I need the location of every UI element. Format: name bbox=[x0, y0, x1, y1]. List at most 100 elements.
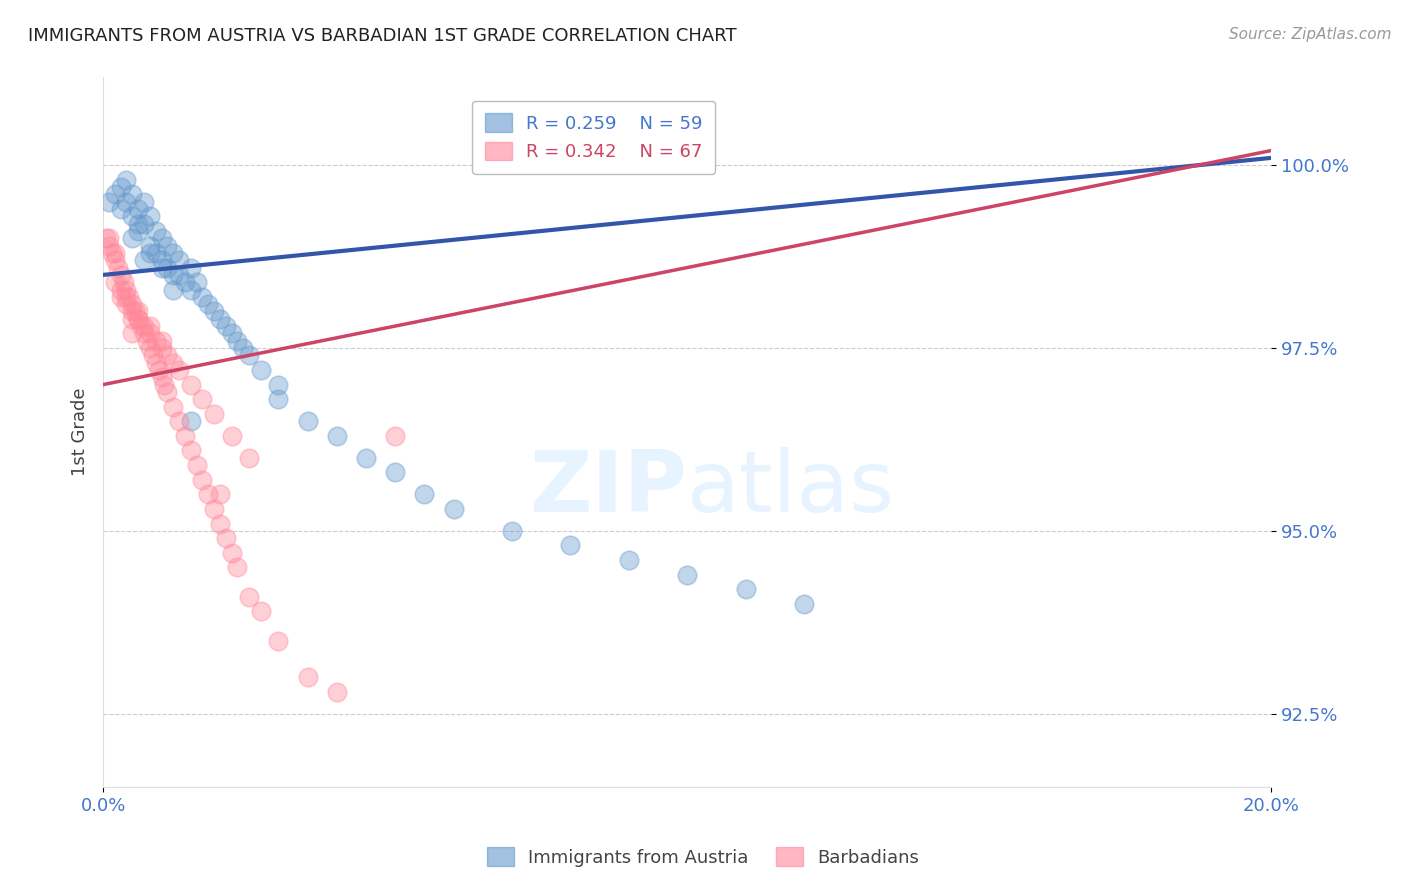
Point bbox=[139, 326, 162, 341]
Point bbox=[129, 319, 152, 334]
Point bbox=[150, 260, 173, 275]
Point bbox=[124, 304, 146, 318]
Point bbox=[145, 356, 167, 370]
Point bbox=[115, 194, 138, 209]
Point bbox=[98, 194, 121, 209]
Point bbox=[384, 466, 406, 480]
Point bbox=[121, 210, 143, 224]
Point bbox=[107, 260, 129, 275]
Point bbox=[148, 363, 170, 377]
Point bbox=[104, 275, 127, 289]
Text: IMMIGRANTS FROM AUSTRIA VS BARBADIAN 1ST GRADE CORRELATION CHART: IMMIGRANTS FROM AUSTRIA VS BARBADIAN 1ST… bbox=[28, 27, 737, 45]
Point bbox=[191, 473, 214, 487]
Point bbox=[226, 560, 249, 574]
Point bbox=[132, 319, 155, 334]
Point bbox=[384, 429, 406, 443]
Point bbox=[104, 246, 127, 260]
Point bbox=[180, 377, 202, 392]
Point bbox=[139, 238, 162, 252]
Point bbox=[413, 487, 436, 501]
Point bbox=[191, 290, 214, 304]
Point bbox=[101, 246, 124, 260]
Legend: R = 0.259    N = 59, R = 0.342    N = 67: R = 0.259 N = 59, R = 0.342 N = 67 bbox=[472, 101, 716, 174]
Point bbox=[238, 450, 260, 465]
Point bbox=[173, 429, 195, 443]
Point bbox=[162, 268, 184, 282]
Point bbox=[150, 370, 173, 384]
Point bbox=[104, 187, 127, 202]
Point bbox=[325, 685, 347, 699]
Point bbox=[221, 429, 243, 443]
Point bbox=[354, 450, 377, 465]
Point bbox=[180, 283, 202, 297]
Point bbox=[139, 319, 162, 334]
Point bbox=[110, 202, 132, 216]
Point bbox=[127, 202, 149, 216]
Point bbox=[208, 487, 231, 501]
Point bbox=[208, 516, 231, 531]
Point bbox=[734, 582, 756, 597]
Point bbox=[215, 531, 238, 545]
Point bbox=[297, 414, 319, 428]
Point bbox=[221, 326, 243, 341]
Point bbox=[127, 311, 149, 326]
Point bbox=[156, 384, 179, 399]
Point bbox=[186, 275, 208, 289]
Point bbox=[150, 334, 173, 348]
Point bbox=[110, 268, 132, 282]
Point bbox=[156, 260, 179, 275]
Point bbox=[139, 341, 162, 355]
Point bbox=[197, 487, 219, 501]
Point bbox=[162, 283, 184, 297]
Point bbox=[232, 341, 254, 355]
Point bbox=[167, 363, 190, 377]
Point bbox=[121, 231, 143, 245]
Point bbox=[104, 253, 127, 268]
Point bbox=[191, 392, 214, 407]
Text: ZIP: ZIP bbox=[530, 448, 688, 531]
Point bbox=[94, 231, 117, 245]
Point bbox=[139, 246, 162, 260]
Point bbox=[443, 502, 465, 516]
Point bbox=[132, 194, 155, 209]
Point bbox=[153, 377, 176, 392]
Point bbox=[132, 253, 155, 268]
Point bbox=[162, 400, 184, 414]
Point bbox=[202, 502, 225, 516]
Point bbox=[180, 260, 202, 275]
Point bbox=[115, 297, 138, 311]
Point bbox=[180, 443, 202, 458]
Point bbox=[150, 341, 173, 355]
Point bbox=[676, 567, 699, 582]
Point bbox=[617, 553, 640, 567]
Point bbox=[121, 311, 143, 326]
Point bbox=[145, 334, 167, 348]
Point bbox=[180, 414, 202, 428]
Point bbox=[560, 539, 582, 553]
Point bbox=[121, 187, 143, 202]
Point bbox=[145, 246, 167, 260]
Point bbox=[110, 180, 132, 194]
Point bbox=[150, 253, 173, 268]
Point bbox=[150, 231, 173, 245]
Point bbox=[226, 334, 249, 348]
Point bbox=[121, 326, 143, 341]
Point bbox=[249, 363, 271, 377]
Point bbox=[156, 348, 179, 362]
Point bbox=[112, 275, 135, 289]
Point bbox=[267, 392, 290, 407]
Point bbox=[121, 304, 143, 318]
Point bbox=[145, 224, 167, 238]
Legend: Immigrants from Austria, Barbadians: Immigrants from Austria, Barbadians bbox=[479, 840, 927, 874]
Point bbox=[115, 173, 138, 187]
Point bbox=[132, 326, 155, 341]
Point bbox=[127, 224, 149, 238]
Point bbox=[221, 546, 243, 560]
Point bbox=[267, 633, 290, 648]
Point bbox=[197, 297, 219, 311]
Point bbox=[127, 304, 149, 318]
Point bbox=[98, 238, 121, 252]
Point bbox=[162, 356, 184, 370]
Point bbox=[156, 238, 179, 252]
Point bbox=[238, 348, 260, 362]
